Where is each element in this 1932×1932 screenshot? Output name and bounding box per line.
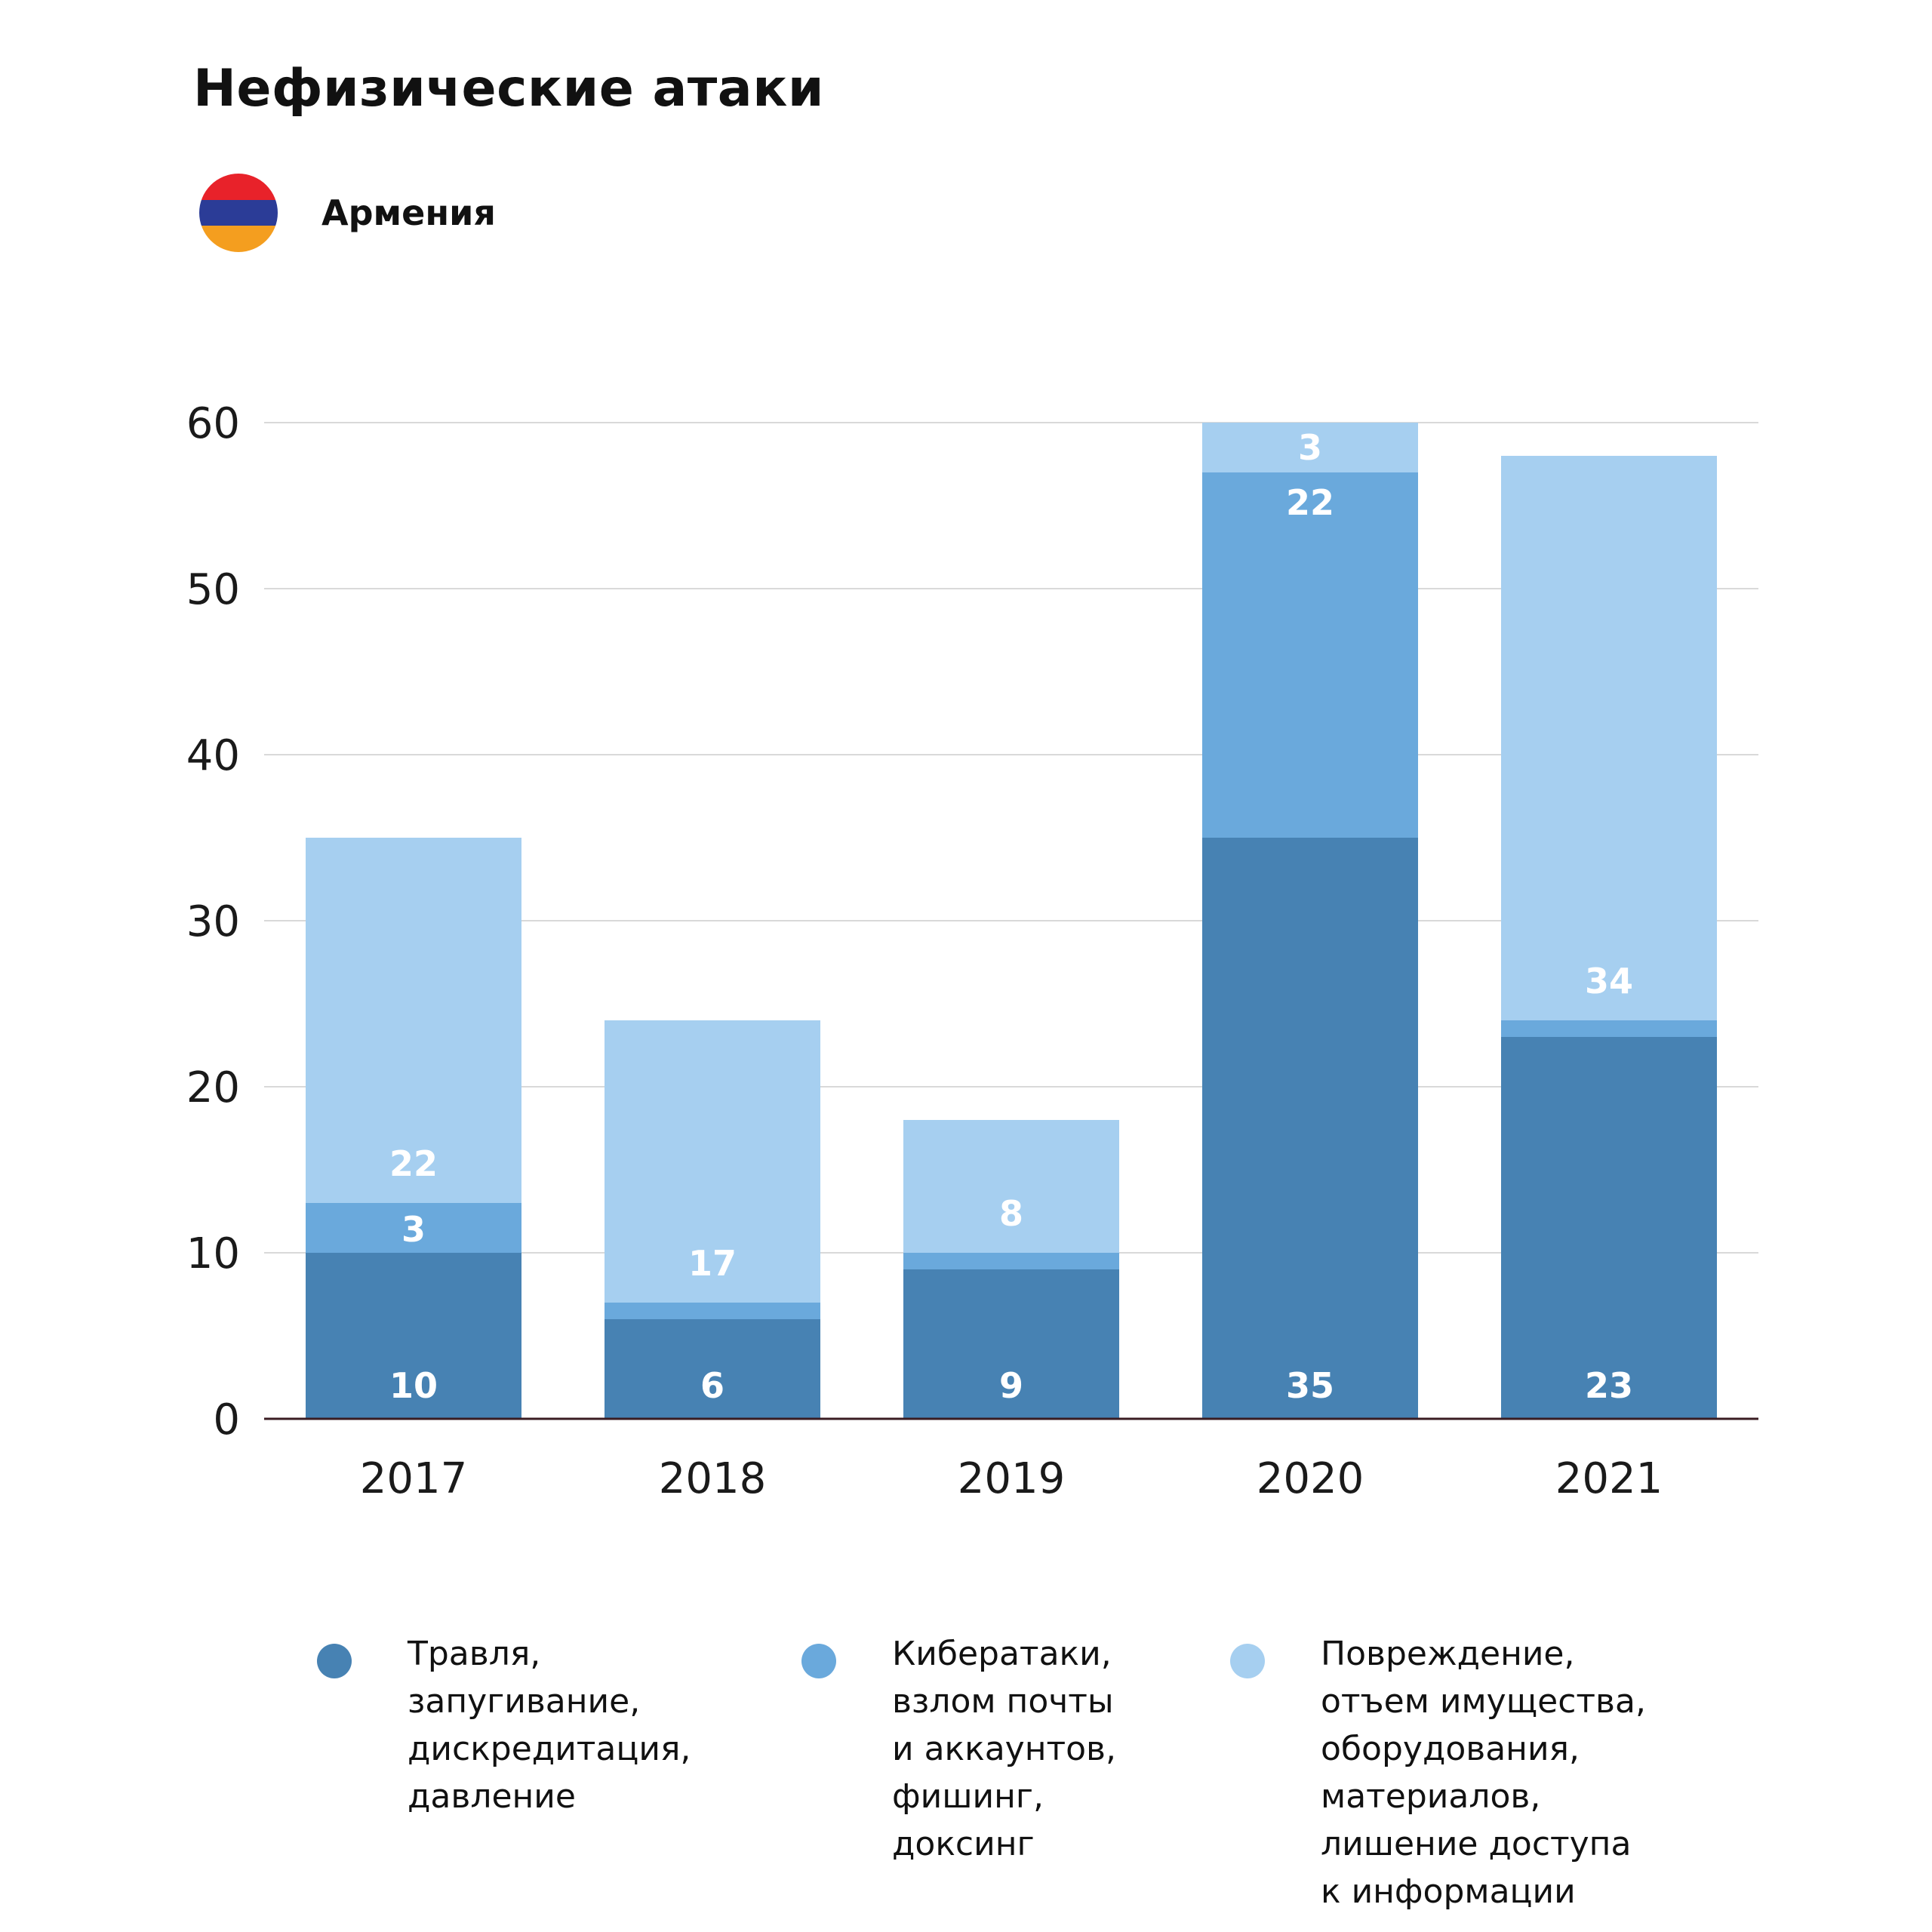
bars <box>306 423 1717 1419</box>
bar-segment <box>306 838 521 1203</box>
bar-segment <box>605 1319 820 1419</box>
bar-segment <box>306 1203 521 1253</box>
bar-segment <box>903 1269 1119 1419</box>
y-tick-label: 10 <box>186 1229 240 1278</box>
data-label: 23 <box>1585 1365 1633 1406</box>
y-axis-ticks: 0 10 20 30 40 50 60 <box>186 399 240 1444</box>
y-tick-label: 0 <box>213 1395 240 1444</box>
y-tick-label: 50 <box>186 565 240 614</box>
bar-segment <box>1202 423 1418 472</box>
x-tick-label: 2018 <box>659 1454 767 1503</box>
x-tick-label: 2021 <box>1555 1454 1663 1503</box>
legend-item: Травля, запугивание, дискредитация, давл… <box>317 1630 691 1820</box>
legend-label: Травля, запугивание, дискредитация, давл… <box>408 1635 691 1816</box>
flag-stripe-blue <box>199 199 278 226</box>
bar-segment <box>1202 838 1418 1419</box>
data-label: 22 <box>1286 482 1334 523</box>
data-label: 34 <box>1585 961 1633 1001</box>
x-axis-ticks: 2017 2018 2019 2020 2021 <box>360 1454 1663 1503</box>
bar-segment <box>605 1020 820 1303</box>
country-label: Армения <box>199 174 496 252</box>
bar-segment <box>1501 1020 1717 1037</box>
y-tick-label: 40 <box>186 731 240 780</box>
chart-title: Нефизические атаки <box>193 59 824 118</box>
bar-segment <box>903 1253 1119 1269</box>
stacked-bar-chart: 0 10 20 30 40 50 60 2017 2018 2019 2020 2021 10 3 22… <box>186 399 1758 1503</box>
data-label: 17 <box>688 1243 737 1284</box>
data-label: 35 <box>1286 1365 1334 1406</box>
legend-swatch <box>801 1644 836 1678</box>
data-label: 3 <box>401 1209 426 1250</box>
x-tick-label: 2020 <box>1257 1454 1364 1503</box>
legend-label: Кибератаки, взлом почты и аккаунтов, фиш… <box>892 1635 1116 1863</box>
data-label: 3 <box>1298 427 1322 468</box>
bar-segment <box>605 1303 820 1319</box>
data-labels: 10 3 22 6 17 9 8 35 22 3 23 34 <box>389 427 1633 1406</box>
data-label: 10 <box>389 1365 438 1406</box>
bar-segment <box>306 1253 521 1419</box>
country-name: Армения <box>321 192 496 233</box>
y-tick-label: 20 <box>186 1063 240 1112</box>
data-label: 22 <box>389 1143 438 1184</box>
data-label: 8 <box>999 1193 1023 1234</box>
y-tick-label: 30 <box>186 897 240 946</box>
legend-label: Повреждение, отъем имущества, оборудован… <box>1321 1635 1646 1911</box>
y-tick-label: 60 <box>186 399 240 448</box>
x-tick-label: 2017 <box>360 1454 468 1503</box>
data-label: 6 <box>700 1365 724 1406</box>
bar-segment <box>903 1120 1119 1253</box>
bar-segment <box>1501 456 1717 1020</box>
data-label: 9 <box>999 1365 1023 1406</box>
legend-item: Повреждение, отъем имущества, оборудован… <box>1230 1630 1646 1915</box>
bar-segment <box>1202 472 1418 838</box>
x-tick-label: 2019 <box>958 1454 1066 1503</box>
legend-swatch <box>1230 1644 1265 1678</box>
legend-item: Кибератаки, взлом почты и аккаунтов, фиш… <box>801 1630 1116 1868</box>
legend-swatch <box>317 1644 352 1678</box>
bar-segment <box>1501 1037 1717 1419</box>
